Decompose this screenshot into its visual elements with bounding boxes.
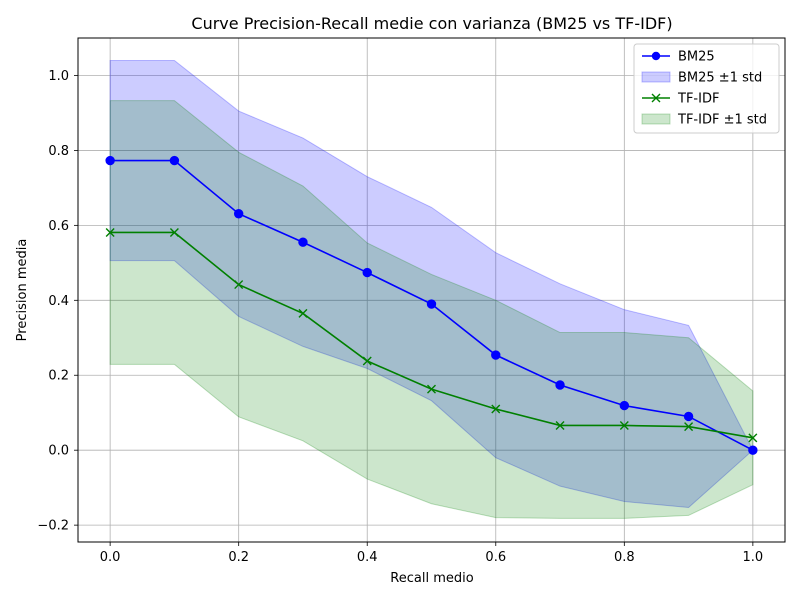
y-axis-label: Precision media bbox=[15, 239, 30, 342]
y-tick-label: 0.2 bbox=[48, 369, 69, 384]
data-point bbox=[426, 299, 437, 309]
legend-band-swatch bbox=[641, 71, 671, 83]
data-point bbox=[427, 384, 436, 394]
y-tick-label: −0.2 bbox=[37, 519, 69, 534]
data-point bbox=[491, 404, 501, 414]
data-point bbox=[362, 356, 372, 366]
data-point bbox=[169, 155, 180, 166]
data-point bbox=[619, 400, 630, 411]
data-point bbox=[619, 420, 629, 430]
data-point bbox=[233, 209, 244, 219]
data-point bbox=[298, 308, 308, 318]
x-tick-label: 1.0 bbox=[743, 550, 764, 565]
data-point bbox=[748, 445, 758, 455]
y-tick-label: 0.6 bbox=[48, 219, 69, 234]
y-tick-label: 0.4 bbox=[48, 294, 69, 309]
data-point bbox=[298, 237, 308, 247]
data-point bbox=[555, 380, 565, 390]
y-tick-label: 0.0 bbox=[48, 444, 69, 459]
data-point bbox=[491, 350, 501, 360]
legend-box bbox=[633, 43, 780, 134]
legend-label: TF-IDF ±1 std bbox=[677, 113, 767, 128]
data-point bbox=[684, 422, 694, 432]
data-point bbox=[105, 155, 115, 166]
data-point bbox=[683, 411, 694, 422]
legend-marker bbox=[651, 51, 661, 61]
legend-marker bbox=[651, 93, 661, 103]
y-tick-label: 0.8 bbox=[48, 144, 69, 159]
x-axis-label: Recall medio bbox=[390, 571, 473, 586]
data-point bbox=[362, 267, 372, 278]
axis-ticks: 0.0 0.2 0.4 0.6 0.8 1.0 −0.2 0.0 0.2 0.4 0.6 0.8 1.0 bbox=[37, 69, 763, 565]
legend: BM25 BM25 ±1 std TF-IDF TF-IDF ±1 std bbox=[633, 43, 780, 134]
data-point bbox=[234, 280, 244, 290]
data-point bbox=[105, 227, 115, 237]
y-tick-label: 1.0 bbox=[48, 69, 69, 84]
std-band-1 bbox=[109, 100, 754, 519]
data-point bbox=[555, 420, 565, 430]
chart-title: Curve Precision-Recall medie con varianz… bbox=[191, 14, 672, 33]
plot-frame bbox=[77, 37, 786, 543]
data-point bbox=[169, 227, 179, 237]
x-tick-label: 0.8 bbox=[614, 550, 635, 565]
data-point bbox=[748, 433, 758, 443]
legend-label: BM25 bbox=[678, 50, 715, 65]
x-tick-label: 0.2 bbox=[228, 550, 249, 565]
legend-band-swatch bbox=[641, 113, 671, 125]
x-tick-label: 0.6 bbox=[485, 550, 506, 565]
legend-label: TF-IDF bbox=[677, 92, 719, 107]
x-tick-label: 0.0 bbox=[100, 550, 121, 565]
x-tick-label: 0.4 bbox=[357, 550, 378, 565]
series-markers bbox=[105, 155, 758, 455]
legend-label: BM25 ±1 std bbox=[678, 71, 762, 86]
